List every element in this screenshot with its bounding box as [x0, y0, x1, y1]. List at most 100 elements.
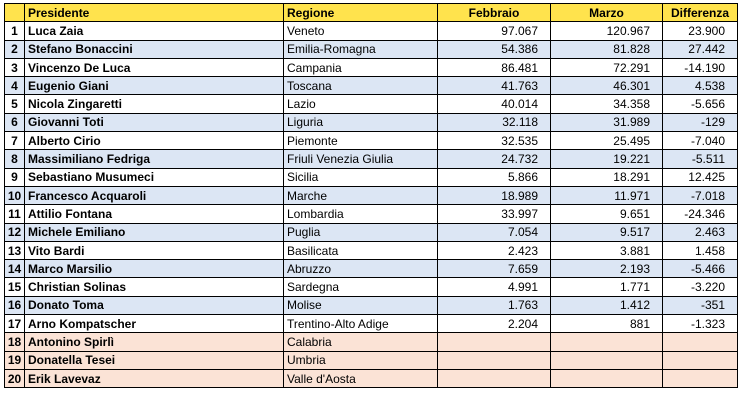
febbraio-cell: 2.204 — [437, 314, 551, 334]
row-number: 5 — [4, 94, 25, 114]
row-number: 16 — [4, 295, 25, 316]
differenza-cell — [662, 332, 738, 352]
regione-cell: Valle d'Aosta — [283, 368, 438, 389]
marzo-cell: 1.412 — [550, 295, 663, 316]
row-number: 20 — [4, 368, 25, 389]
febbraio-cell: 2.423 — [437, 240, 551, 261]
differenza-cell: 1.458 — [662, 240, 738, 261]
presidente-cell: Christian Solinas — [24, 277, 284, 297]
marzo-cell: 34.358 — [550, 94, 663, 114]
header-marzo: Marzo — [550, 2, 663, 23]
regione-cell: Calabria — [283, 332, 438, 352]
marzo-cell: 19.221 — [550, 149, 663, 169]
marzo-cell: 81.828 — [550, 39, 663, 59]
presidente-cell: Michele Emiliano — [24, 222, 284, 242]
differenza-cell: 12.425 — [662, 167, 738, 187]
febbraio-cell: 97.067 — [437, 21, 551, 41]
header-febbraio: Febbraio — [437, 2, 551, 23]
presidente-cell: Francesco Acquaroli — [24, 185, 284, 206]
differenza-cell: -5.656 — [662, 94, 738, 114]
regione-cell: Sicilia — [283, 167, 438, 187]
regione-cell: Puglia — [283, 222, 438, 242]
row-number: 19 — [4, 350, 25, 370]
regione-cell: Marche — [283, 185, 438, 206]
table-body: 1 Luca Zaia Veneto 97.067 120.967 23.900 2 Stef… — [4, 21, 738, 389]
table-row: 18 Antonino Spirlì Calabria — [4, 332, 738, 352]
presidente-cell: Attilio Fontana — [24, 204, 284, 224]
presidents-table: Presidente Regione Febbraio Marzo Differ… — [4, 2, 738, 389]
table-row: 12 Michele Emiliano Puglia 7.054 9.517 2.463 — [4, 222, 738, 242]
table-row: 14 Marco Marsilio Abruzzo 7.659 2.193 -5.466 — [4, 259, 738, 279]
table-row: 8 Massimiliano Fedriga Friuli Venezia Giul… — [4, 149, 738, 169]
table-row: 6 Giovanni Toti Liguria 32.118 31.989 -129 — [4, 112, 738, 133]
febbraio-cell: 7.054 — [437, 222, 551, 242]
marzo-cell: 9.651 — [550, 204, 663, 224]
row-number: 3 — [4, 57, 25, 78]
marzo-cell — [550, 332, 663, 352]
febbraio-cell: 86.481 — [437, 57, 551, 78]
febbraio-cell — [437, 332, 551, 352]
regione-cell: Toscana — [283, 76, 438, 96]
regione-cell: Umbria — [283, 350, 438, 370]
differenza-cell: -351 — [662, 295, 738, 316]
marzo-cell: 18.291 — [550, 167, 663, 187]
regione-cell: Friuli Venezia Giulia — [283, 149, 438, 169]
marzo-cell: 11.971 — [550, 185, 663, 206]
differenza-cell: -24.346 — [662, 204, 738, 224]
table-row: 5 Nicola Zingaretti Lazio 40.014 34.358 -5.65… — [4, 94, 738, 114]
header-num — [4, 2, 25, 23]
marzo-cell — [550, 350, 663, 370]
marzo-cell: 72.291 — [550, 57, 663, 78]
regione-cell: Basilicata — [283, 240, 438, 261]
febbraio-cell: 18.989 — [437, 185, 551, 206]
table-row: 13 Vito Bardi Basilicata 2.423 3.881 1.458 — [4, 240, 738, 261]
table-row: 1 Luca Zaia Veneto 97.067 120.967 23.900 — [4, 21, 738, 41]
table-row: 16 Donato Toma Molise 1.763 1.412 -351 — [4, 295, 738, 316]
differenza-cell: 23.900 — [662, 21, 738, 41]
marzo-cell: 9.517 — [550, 222, 663, 242]
regione-cell: Abruzzo — [283, 259, 438, 279]
presidente-cell: Marco Marsilio — [24, 259, 284, 279]
marzo-cell: 2.193 — [550, 259, 663, 279]
febbraio-cell — [437, 368, 551, 389]
presidente-cell: Eugenio Giani — [24, 76, 284, 96]
presidente-cell: Giovanni Toti — [24, 112, 284, 133]
regione-cell: Lazio — [283, 94, 438, 114]
row-number: 13 — [4, 240, 25, 261]
row-number: 18 — [4, 332, 25, 352]
differenza-cell: -7.018 — [662, 185, 738, 206]
row-number: 4 — [4, 76, 25, 96]
table-row: 9 Sebastiano Musumeci Sicilia 5.866 18.291 12… — [4, 167, 738, 187]
regione-cell: Piemonte — [283, 131, 438, 151]
row-number: 17 — [4, 314, 25, 334]
table-row: 7 Alberto Cirio Piemonte 32.535 25.495 -7.040 — [4, 131, 738, 151]
presidente-cell: Arno Kompatscher — [24, 314, 284, 334]
row-number: 11 — [4, 204, 25, 224]
presidente-cell: Nicola Zingaretti — [24, 94, 284, 114]
table-row: 17 Arno Kompatscher Trentino-Alto Adige 2.2… — [4, 314, 738, 334]
febbraio-cell: 40.014 — [437, 94, 551, 114]
differenza-cell: 4.538 — [662, 76, 738, 96]
febbraio-cell: 5.866 — [437, 167, 551, 187]
table-row: 2 Stefano Bonaccini Emilia-Romagna 54.386 81… — [4, 39, 738, 59]
differenza-cell — [662, 350, 738, 370]
row-number: 2 — [4, 39, 25, 59]
differenza-cell: -5.466 — [662, 259, 738, 279]
febbraio-cell: 32.118 — [437, 112, 551, 133]
table-row: 20 Erik Lavevaz Valle d'Aosta — [4, 368, 738, 389]
marzo-cell: 1.771 — [550, 277, 663, 297]
row-number: 8 — [4, 149, 25, 169]
row-number: 6 — [4, 112, 25, 133]
regione-cell: Campania — [283, 57, 438, 78]
marzo-cell: 31.989 — [550, 112, 663, 133]
header-presidente: Presidente — [24, 2, 284, 23]
table-row: 15 Christian Solinas Sardegna 4.991 1.771 -3.… — [4, 277, 738, 297]
marzo-cell: 25.495 — [550, 131, 663, 151]
presidente-cell: Erik Lavevaz — [24, 368, 284, 389]
regione-cell: Molise — [283, 295, 438, 316]
regione-cell: Emilia-Romagna — [283, 39, 438, 59]
presidente-cell: Vincenzo De Luca — [24, 57, 284, 78]
febbraio-cell: 24.732 — [437, 149, 551, 169]
marzo-cell: 3.881 — [550, 240, 663, 261]
febbraio-cell: 7.659 — [437, 259, 551, 279]
